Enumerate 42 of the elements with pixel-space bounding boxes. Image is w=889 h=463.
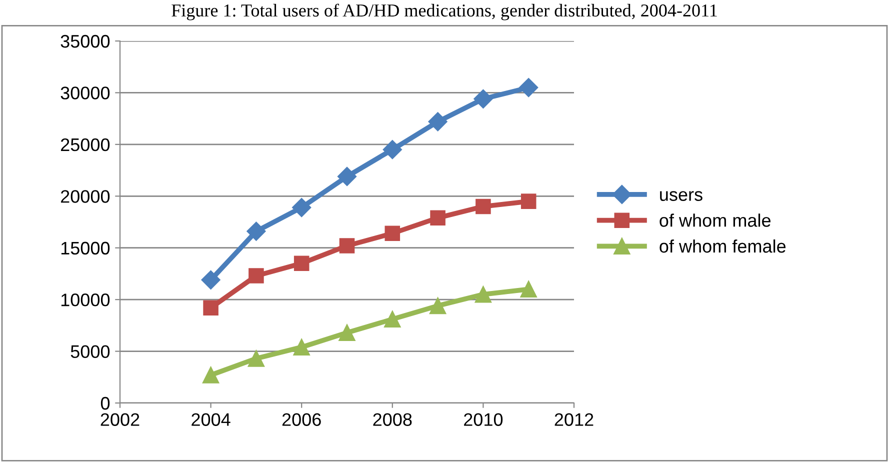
point xyxy=(384,226,400,242)
point xyxy=(474,89,493,108)
x-tick-label: 2010 xyxy=(464,413,503,426)
y-tick-label: 20000 xyxy=(60,190,110,203)
point xyxy=(201,270,220,290)
point xyxy=(246,222,266,241)
y-tick-label: 10000 xyxy=(61,294,110,306)
point xyxy=(474,286,492,303)
x-tick-label: 2008 xyxy=(373,413,412,426)
legend-label: of whom male xyxy=(660,214,770,227)
point xyxy=(202,366,220,384)
point xyxy=(337,166,357,186)
point xyxy=(520,280,537,298)
y-tick-label: 35000 xyxy=(60,34,110,48)
point xyxy=(428,112,448,132)
x-tick-label: 2006 xyxy=(282,413,321,426)
point xyxy=(203,300,218,316)
chart-title: Figure 1: Total users of AD/HD medications, gender distributed, 2004-2011 xyxy=(172,4,717,20)
legend-label: users xyxy=(660,191,702,201)
x-tick-label: 2012 xyxy=(554,413,594,426)
x-tick-label: 2002 xyxy=(100,413,140,426)
legend-label: of whom female xyxy=(660,239,786,253)
y-tick-label: 30000 xyxy=(60,86,110,100)
point xyxy=(382,140,402,160)
y-tick-label: 0 xyxy=(100,396,110,410)
point xyxy=(338,324,356,341)
point xyxy=(294,256,310,272)
point xyxy=(248,350,265,367)
point xyxy=(519,78,538,98)
point xyxy=(293,338,310,356)
y-tick-label: 15000 xyxy=(61,242,110,255)
y-tick-label: 5000 xyxy=(70,345,110,358)
point xyxy=(248,268,264,284)
x-tick-label: 2004 xyxy=(192,413,230,426)
point xyxy=(430,210,446,226)
y-tick-label: 25000 xyxy=(60,138,110,152)
point xyxy=(429,297,446,314)
point xyxy=(476,198,491,214)
point xyxy=(292,198,312,218)
point xyxy=(520,194,536,209)
point xyxy=(339,238,355,254)
point xyxy=(384,310,401,328)
